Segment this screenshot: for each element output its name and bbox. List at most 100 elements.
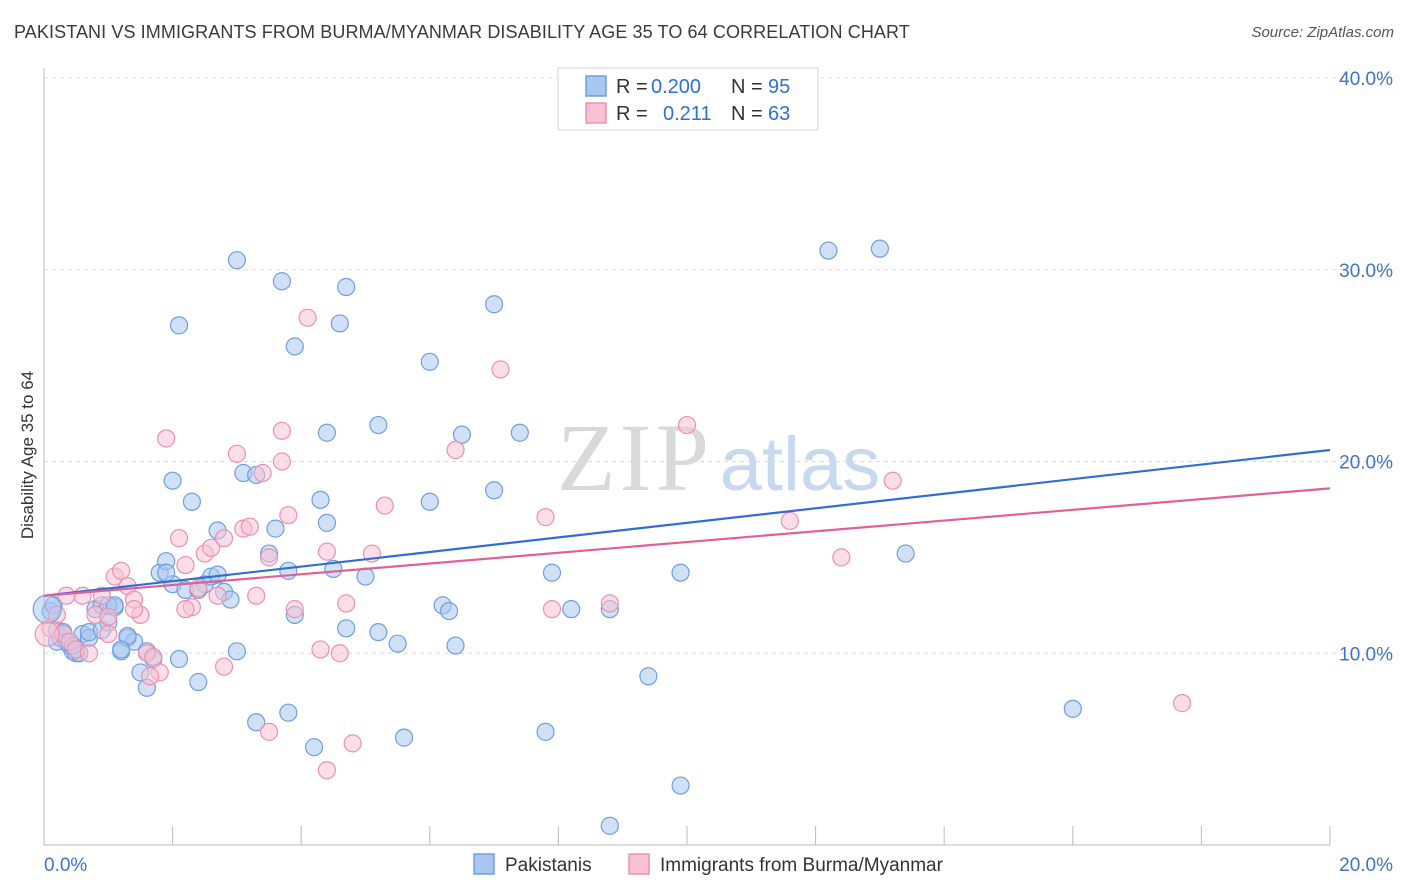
legend-r-label-1: R =	[616, 76, 648, 98]
bottom-legend-label-burma: Immigrants from Burma/Myanmar	[660, 855, 944, 876]
burma-point	[677, 415, 697, 435]
burma-point	[34, 621, 60, 647]
pakistani-point	[317, 513, 337, 532]
burma-point	[176, 555, 195, 575]
pakistani-point	[317, 423, 337, 442]
burma-point	[157, 429, 176, 448]
burma-point	[214, 657, 234, 676]
burma-point	[279, 506, 298, 525]
burma-point	[99, 607, 118, 626]
x-tick-label: 20.0%	[1339, 855, 1393, 876]
pakistani-point	[1063, 699, 1082, 718]
pakistani-point	[279, 703, 298, 722]
burma-point	[883, 471, 902, 490]
pakistani-point	[285, 337, 304, 356]
burma-point	[317, 542, 337, 561]
legend-n-value-1: 95	[768, 76, 790, 98]
burma-point	[272, 452, 292, 471]
pakistani-point	[227, 251, 246, 270]
pakistani-point	[439, 601, 459, 621]
burma-point	[202, 538, 221, 557]
bottom-legend: Pakistanis Immigrants from Burma/Myanmar	[473, 853, 944, 876]
pakistani-point	[369, 623, 388, 642]
pakistani-point	[819, 241, 838, 260]
burma-point	[337, 594, 356, 613]
pakistani-point	[388, 634, 407, 653]
pakistani-point	[304, 738, 324, 757]
burma-point	[112, 561, 131, 580]
burma-point	[124, 600, 144, 619]
pakistani-point	[420, 492, 439, 511]
burma-point	[169, 529, 189, 548]
burma-point	[140, 667, 160, 686]
pakistani-point	[510, 423, 529, 442]
pakistani-point	[485, 481, 504, 500]
pakistani-trend-line	[43, 448, 1331, 597]
pakistani-point	[337, 619, 356, 638]
data-points	[32, 239, 1192, 835]
pakistani-point	[169, 316, 189, 335]
top-legend: R = 0.200 N = 95 R = 0.211 N = 63	[557, 67, 819, 131]
pakistani-point	[542, 563, 562, 582]
pakistani-point	[157, 563, 176, 582]
pakistani-point	[356, 567, 375, 586]
y-tick-label: 10.0%	[1339, 644, 1393, 665]
bottom-legend-label-pakistanis: Pakistanis	[505, 855, 592, 876]
pakistani-point	[337, 277, 356, 297]
burma-point	[144, 647, 163, 667]
burma-point	[214, 529, 234, 548]
pakistani-point	[562, 600, 581, 619]
burma-point	[240, 517, 259, 536]
pakistani-point	[600, 816, 619, 835]
x-tick-label: 0.0%	[44, 855, 87, 876]
burma-point	[536, 508, 555, 527]
burma-point	[272, 421, 292, 440]
axes: 10.0% 20.0% 30.0% 40.0% 0.0% 20.0%	[43, 68, 1393, 876]
legend-n-value-2: 63	[768, 103, 790, 125]
source-label: Source: ZipAtlas.com	[1251, 24, 1394, 41]
legend-n-label-1: N =	[731, 76, 763, 98]
pakistani-point	[896, 544, 915, 563]
legend-swatch-pakistanis	[585, 75, 607, 97]
burma-trend-line	[43, 487, 1331, 597]
pakistani-point	[639, 667, 658, 686]
pakistani-point	[671, 563, 690, 582]
burma-point	[259, 548, 279, 567]
legend-r-value-2: 0.211	[663, 103, 712, 125]
pakistani-point	[394, 728, 414, 747]
burma-point	[311, 640, 330, 659]
pakistani-point	[369, 415, 388, 435]
pakistani-point	[536, 722, 555, 741]
pakistani-point	[266, 519, 285, 538]
pakistani-point	[247, 713, 266, 732]
pakistani-point	[485, 295, 504, 314]
burma-point	[227, 444, 246, 463]
pakistani-point	[324, 559, 343, 578]
burma-point	[446, 440, 465, 460]
pakistani-point	[227, 642, 246, 661]
pakistani-point	[112, 640, 131, 659]
watermark-atlas: atlas	[720, 422, 881, 507]
burma-point	[253, 463, 272, 483]
pakistani-point	[182, 492, 201, 511]
grid	[44, 77, 1392, 654]
burma-point	[542, 600, 562, 619]
legend-r-value-1: 0.200	[651, 76, 701, 98]
legend-r-label-2: R =	[616, 103, 648, 125]
burma-point	[259, 722, 279, 741]
burma-point	[330, 644, 349, 663]
burma-point	[832, 548, 851, 567]
burma-point	[1173, 694, 1192, 713]
burma-point	[99, 624, 118, 644]
burma-point	[208, 586, 227, 605]
trend-lines	[43, 448, 1331, 597]
pakistani-point	[671, 776, 690, 795]
burma-point	[375, 496, 394, 515]
pakistani-point	[420, 352, 439, 371]
pakistani-point	[272, 272, 292, 291]
burma-point	[491, 360, 510, 379]
pakistani-point	[311, 490, 330, 509]
bottom-legend-swatch-burma	[628, 853, 650, 875]
burma-point	[600, 594, 619, 613]
